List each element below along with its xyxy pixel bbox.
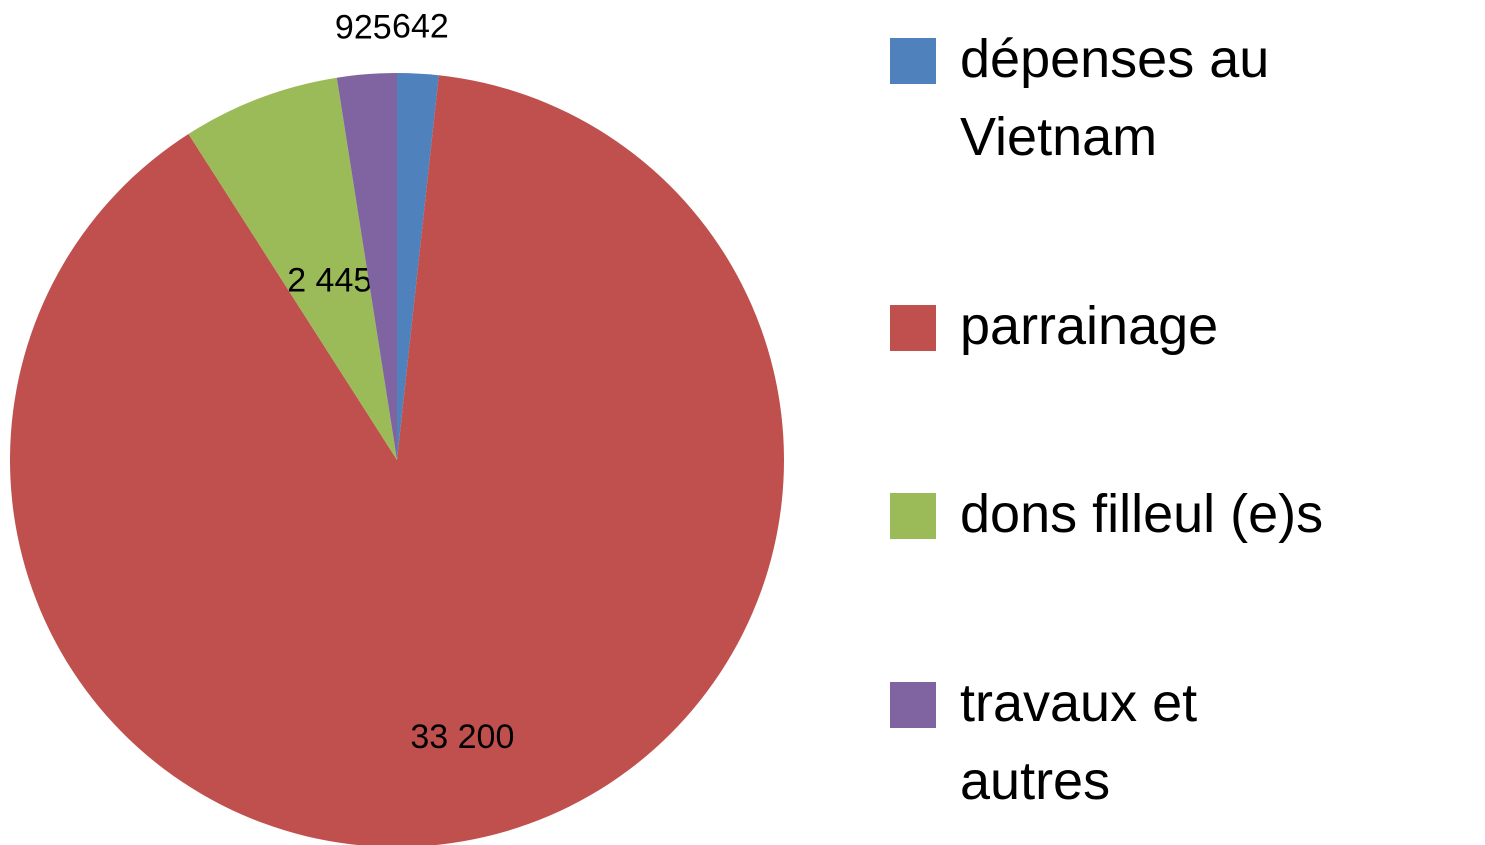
pie-slice [188,77,397,461]
pie-area: 642 33 200 2 445 925 [10,8,784,845]
data-label: 642 [392,8,449,46]
legend-label: travaux et autres [960,672,1198,811]
legend-swatch [890,304,936,351]
legend-item: dépenses au Vietnam [890,20,1480,176]
legend-label: parrainage [960,295,1219,356]
data-label: 925 [335,8,392,46]
legend-swatch [890,493,936,540]
legend-item: dons filleul (e)s [890,475,1480,553]
data-label: 33 200 [410,718,514,756]
legend-swatch [890,38,936,84]
legend-item: travaux et autres [890,664,1480,820]
legend: dépenses au Vietnam parrainage dons filleu… [890,20,1480,820]
legend-item: parrainage [890,287,1480,365]
pie-slice [336,73,397,460]
legend-label: dépenses au Vietnam [960,29,1270,167]
legend-label: dons filleul (e)s [960,484,1324,545]
data-label: 2 445 [287,262,372,300]
pie-slice [397,73,439,460]
pie-slice [10,75,784,845]
legend-swatch [890,681,936,728]
